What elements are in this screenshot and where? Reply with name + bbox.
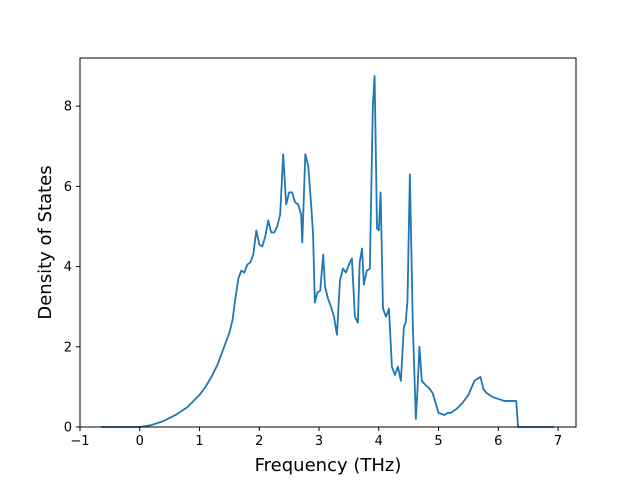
x-tick-label: 3 <box>315 434 323 449</box>
x-tick-label: −1 <box>70 434 89 449</box>
y-tick-label: 6 <box>64 180 72 195</box>
x-tick-label: 2 <box>255 434 263 449</box>
y-tick-label: 0 <box>64 421 72 436</box>
x-tick-label: 7 <box>554 434 562 449</box>
plot-content <box>100 75 554 428</box>
x-tick-label: 1 <box>195 434 203 449</box>
x-tick-label: 4 <box>375 434 383 449</box>
y-tick-label: 4 <box>64 260 72 275</box>
y-axis-label: Density of States <box>35 165 56 319</box>
y-axis-ticks: 0 2 4 6 8 <box>64 100 80 436</box>
x-tick-label: 5 <box>434 434 442 449</box>
x-tick-label: 6 <box>494 434 502 449</box>
dos-series-line-0 <box>100 75 554 428</box>
y-tick-label: 2 <box>64 340 72 355</box>
x-tick-label: 0 <box>136 434 144 449</box>
plot-frame <box>79 57 577 428</box>
x-axis-label: Frequency (THz) <box>255 455 402 476</box>
x-axis-ticks: −1 0 1 2 3 4 5 6 7 <box>70 427 562 449</box>
y-tick-label: 8 <box>64 100 72 115</box>
